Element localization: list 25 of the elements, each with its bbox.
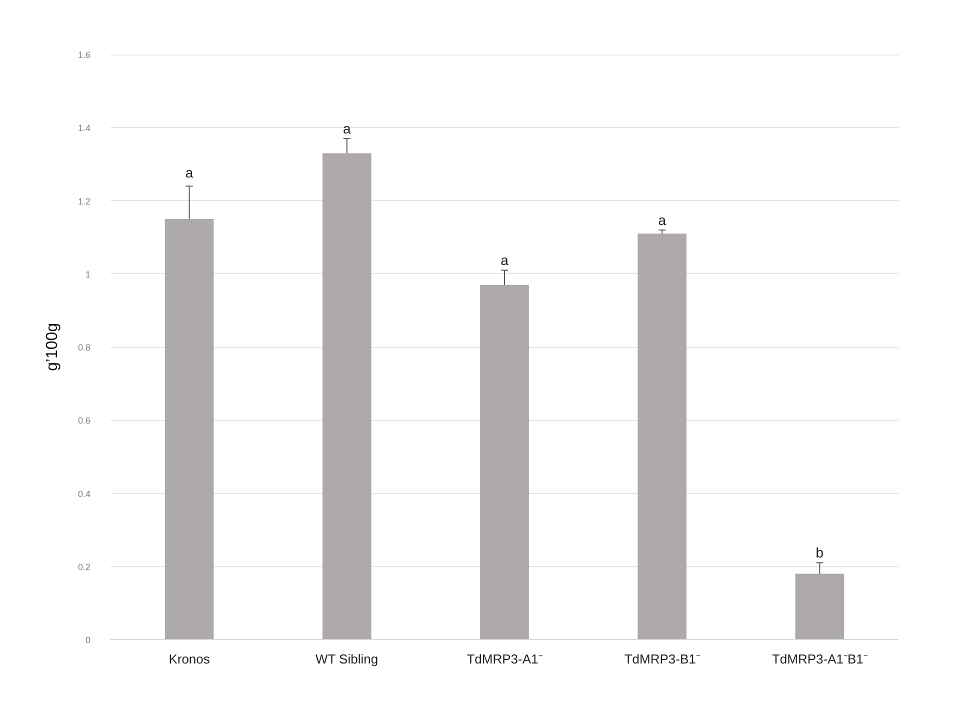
bar — [795, 574, 844, 640]
x-tick-label: TdMRP3-B1⁻ — [624, 652, 700, 666]
bar — [164, 219, 214, 640]
x-tick-label: WT Sibling — [315, 652, 378, 666]
y-tick-label: 0.2 — [78, 562, 91, 572]
x-tick-label: Kronos — [168, 652, 210, 666]
annotation: b — [816, 544, 824, 561]
x-tick-label: TdMRP3-A1⁻B1⁻ — [772, 652, 868, 666]
y-tick-label: 1.4 — [78, 123, 91, 134]
annotation: a — [500, 252, 509, 268]
annotation: a — [343, 120, 352, 137]
y-tick-label: 0.4 — [78, 488, 91, 499]
annotation: a — [185, 164, 194, 180]
y-tick-label: 0 — [85, 635, 91, 645]
y-tick-label: 1.6 — [78, 50, 91, 60]
y-tick-label: 0.8 — [78, 342, 91, 352]
bar — [322, 153, 372, 640]
x-tick-label: TdMRP3-A1⁻ — [466, 652, 542, 666]
bar — [638, 234, 687, 640]
y-axis-title: g’100g — [44, 322, 61, 372]
y-tick-label: 1 — [85, 269, 91, 280]
bar — [480, 284, 529, 640]
annotation: a — [658, 212, 666, 228]
y-tick-label: 1.2 — [78, 196, 91, 206]
y-tick-label: 0.6 — [78, 416, 91, 426]
